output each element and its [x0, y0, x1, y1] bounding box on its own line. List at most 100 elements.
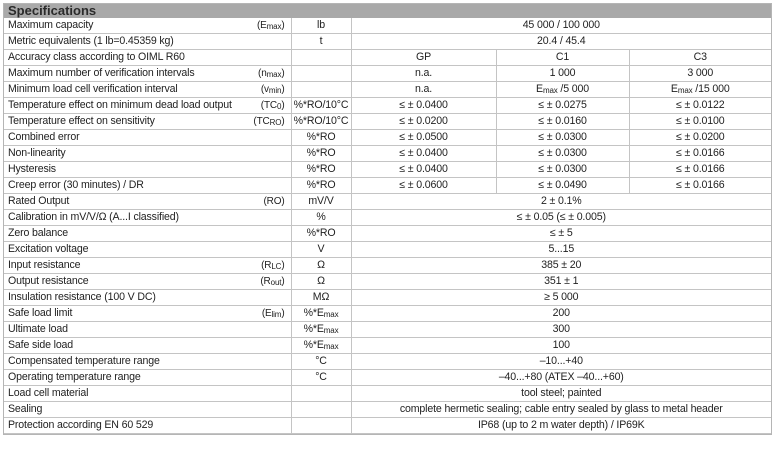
unit-cell: %*RO	[290, 161, 352, 178]
value-cell: 2 ± 0.1%	[350, 193, 772, 210]
text-segment: ≤ ± 0.0275	[538, 99, 587, 111]
label-text: Insulation resistance (100 V DC)	[8, 291, 156, 303]
value-cell: ≤ ± 0.0490	[495, 177, 630, 194]
subscript: max	[266, 22, 282, 31]
text-segment: GP	[415, 51, 431, 63]
text-segment: 351 ± 1	[544, 275, 579, 287]
text-segment: ≤ ± 0.0166	[676, 163, 725, 175]
unit-cell: %*RO	[290, 145, 352, 162]
text-segment: ≤ ± 0.0300	[538, 131, 587, 143]
text-segment: )	[281, 260, 285, 271]
text-segment: ≤ ± 0.0166	[676, 179, 725, 191]
unit-cell	[290, 65, 352, 82]
row-label: Excitation voltage	[4, 241, 292, 258]
value-cell: ≤ ± 0.0400	[350, 97, 497, 114]
text-segment: )	[281, 308, 285, 319]
row-label: Minimum load cell verification interval (…	[4, 81, 292, 98]
row-label: Operating temperature range	[4, 369, 292, 386]
row-label: Rated Output (RO)	[4, 193, 292, 210]
text-segment: 100	[552, 339, 570, 351]
subscript: max	[323, 310, 339, 319]
subscript: max	[266, 70, 282, 79]
text-segment: ≤ ± 0.0200	[676, 131, 725, 143]
value-cell: ≤ ± 0.0300	[495, 129, 630, 146]
table-row: Temperature effect on minimum dead load …	[4, 97, 772, 114]
subscript: LC	[271, 262, 282, 271]
text-segment: E	[670, 83, 678, 95]
row-label: Maximum capacity (Emax)	[4, 18, 292, 34]
text-segment: 20.4 / 45.4	[537, 35, 586, 47]
table-row: Safe side load %*Emax 100	[4, 337, 772, 354]
unit-cell: %	[290, 209, 352, 226]
text-segment: ≤ ± 0.0400	[399, 147, 448, 159]
table-row: Zero balance %*RO ≤ ± 5	[4, 225, 772, 242]
row-label: Non-linearity	[4, 145, 292, 162]
text-segment: n.a.	[414, 67, 433, 79]
text-segment: MΩ	[312, 291, 330, 303]
row-label: Hysteresis	[4, 161, 292, 178]
value-cell: 45 000 / 100 000	[350, 18, 772, 34]
text-segment: ≤ ± 0.0300	[538, 147, 587, 159]
row-label: Insulation resistance (100 V DC)	[4, 289, 292, 306]
label-text: Temperature effect on minimum dead load …	[8, 99, 232, 111]
text-segment: Ω	[317, 259, 325, 271]
table-row: Sealing complete hermetic sealing; cable …	[4, 401, 772, 418]
value-cell: 5...15	[350, 241, 772, 258]
value-cell: ≤ ± 0.0166	[628, 177, 772, 194]
unit-cell: mV/V	[290, 193, 352, 210]
text-segment: ≤ ± 0.0600	[399, 179, 448, 191]
text-segment: 45 000 / 100 000	[522, 19, 600, 31]
value-cell: 3 000	[628, 65, 772, 82]
unit-cell: %*RO/10°C	[290, 113, 352, 130]
row-symbol: (Rout)	[260, 275, 284, 289]
table-row: Rated Output (RO) mV/V 2 ± 0.1%	[4, 193, 772, 210]
text-segment: %*RO	[306, 147, 336, 159]
unit-cell: °C	[290, 353, 352, 370]
row-label: Ultimate load	[4, 321, 292, 338]
text-segment: %*RO	[306, 227, 336, 239]
row-label: Metric equivalents (1 lb=0.45359 kg)	[4, 33, 292, 50]
row-label: Safe side load	[4, 337, 292, 354]
text-segment: Ω	[317, 275, 325, 287]
unit-cell	[290, 401, 352, 418]
subscript: max	[677, 86, 693, 95]
table-row: Maximum number of verification intervals…	[4, 65, 772, 82]
unit-cell: t	[290, 33, 352, 50]
label-text: Load cell material	[8, 387, 89, 399]
row-label: Output resistance (Rout)	[4, 273, 292, 290]
subscript: 0	[277, 102, 282, 111]
text-segment: %*RO/10°C	[293, 99, 349, 111]
row-label: Combined error	[4, 129, 292, 146]
label-text: Accuracy class according to OIML R60	[8, 51, 185, 63]
value-cell: 200	[350, 305, 772, 322]
label-text: Sealing	[8, 403, 43, 415]
value-cell: ≤ ± 0.0300	[495, 161, 630, 178]
subscript: max	[323, 326, 339, 335]
subscript: max	[542, 86, 558, 95]
text-segment: ≤ ± 0.05 (≤ ± 0.005)	[516, 211, 606, 223]
text-segment: %*RO	[306, 179, 336, 191]
unit-cell: Ω	[290, 257, 352, 274]
label-text: Combined error	[8, 131, 80, 143]
row-label: Compensated temperature range	[4, 353, 292, 370]
label-text: Input resistance	[8, 259, 81, 271]
unit-cell: %*Emax	[290, 305, 352, 322]
unit-cell: %*RO/10°C	[290, 97, 352, 114]
value-cell: IP68 (up to 2 m water depth) / IP69K	[350, 417, 772, 434]
text-segment: ≤ ± 0.0200	[399, 115, 448, 127]
label-text: Excitation voltage	[8, 243, 89, 255]
text-segment: C3	[693, 51, 707, 63]
text-segment: %*E	[303, 307, 324, 319]
text-segment: t	[319, 35, 323, 47]
value-cell: 300	[350, 321, 772, 338]
table-row: Output resistance (Rout) Ω 351 ± 1	[4, 273, 772, 290]
row-symbol: (RLC)	[261, 259, 285, 273]
text-segment: 385 ± 20	[541, 259, 582, 271]
text-segment: /15 000	[692, 83, 730, 95]
text-segment: n.a.	[414, 83, 433, 95]
text-segment: )	[281, 68, 285, 79]
value-cell: ≤ ± 0.0200	[628, 129, 772, 146]
value-cell: –10...+40	[350, 353, 772, 370]
label-text: Non-linearity	[8, 147, 66, 159]
label-text: Output resistance	[8, 275, 89, 287]
